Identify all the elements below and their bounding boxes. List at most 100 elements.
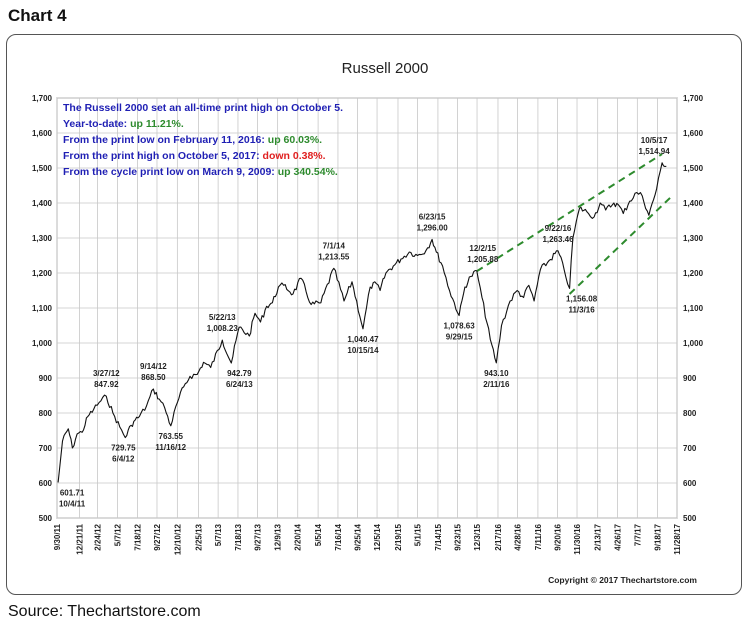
annotation-value: 1,008.23 (207, 324, 239, 333)
x-tick-label: 7/18/12 (133, 523, 142, 550)
y-tick-label-left: 1,100 (32, 304, 53, 313)
x-tick-label: 7/16/14 (334, 523, 343, 550)
x-tick-label: 11/28/17 (673, 523, 682, 554)
annotation-value: 1,156.08 (566, 294, 598, 303)
x-tick-label: 5/1/15 (414, 523, 423, 546)
x-tick-label: 2/17/16 (494, 523, 503, 550)
note-text: Year-to-date: (63, 118, 130, 130)
price-series (57, 162, 667, 483)
annotation-value: 763.55 (159, 432, 184, 441)
y-tick-label-left: 800 (39, 409, 53, 418)
annotation-value: 1,296.00 (417, 223, 449, 232)
russell-2000-line (57, 162, 667, 483)
note-highlight: up 11.21%. (130, 118, 184, 130)
note-text: From the print low on February 11, 2016: (63, 134, 268, 146)
y-tick-label-right: 1,600 (683, 129, 704, 138)
annotation-value: 1,263.46 (542, 235, 574, 244)
y-tick-label-right: 1,500 (683, 164, 704, 173)
annotation-date: 10/15/14 (347, 346, 379, 355)
x-tick-label: 4/26/17 (614, 523, 623, 550)
y-tick-label-left: 1,700 (32, 94, 53, 103)
y-tick-label-left: 600 (39, 479, 53, 488)
x-tick-label: 12/21/11 (76, 523, 85, 554)
annotation-date: 9/22/16 (545, 224, 572, 233)
annotation-value: 1,205.88 (467, 255, 499, 264)
annotation-value: 943.10 (484, 369, 509, 378)
x-tick-label: 5/7/13 (214, 523, 223, 546)
x-tick-label: 9/23/15 (453, 523, 462, 550)
note-text: The Russell 2000 set an all-time print h… (63, 102, 343, 114)
x-tick-label: 9/30/11 (53, 523, 62, 550)
x-tick-label: 2/25/13 (195, 523, 204, 550)
y-tick-label-left: 500 (39, 514, 53, 523)
y-tick-label-right: 700 (683, 444, 697, 453)
point-annotations: 601.71 10/4/11 3/27/12 847.92 729.75 6/4/12 9/… (59, 136, 670, 509)
x-tick-label: 5/7/12 (114, 523, 123, 546)
note-line: From the print low on February 11, 2016:… (63, 134, 322, 146)
page-heading: Chart 4 (8, 6, 67, 25)
note-text: From the print high on October 5, 2017: (63, 150, 263, 162)
trend-channel (476, 153, 673, 295)
note-highlight: down 0.38%. (263, 150, 326, 162)
annotation-date: 7/1/14 (323, 241, 346, 250)
y-tick-label-right: 1,700 (683, 94, 704, 103)
x-tick-label: 12/10/12 (173, 523, 182, 555)
y-tick-label-left: 1,400 (32, 199, 53, 208)
x-tick-label: 7/11/16 (534, 523, 543, 550)
trend-channel-line (476, 153, 663, 273)
y-tick-label-right: 1,300 (683, 234, 704, 243)
x-tick-label: 9/18/17 (653, 523, 662, 550)
y-tick-label-right: 900 (683, 374, 697, 383)
annotation-date: 3/27/12 (93, 369, 120, 378)
x-tick-label: 4/28/16 (514, 523, 523, 550)
annotation-date: 2/11/16 (483, 380, 510, 389)
annotation-date: 6/23/15 (419, 212, 446, 221)
annotation-value: 729.75 (111, 444, 136, 453)
annotation-date: 6/24/13 (226, 380, 253, 389)
note-line: Year-to-date: up 11.21%. (63, 118, 184, 130)
x-tick-label: 2/19/15 (394, 523, 403, 550)
annotation-date: 12/2/15 (469, 244, 496, 253)
note-text: From the cycle print low on March 9, 200… (63, 166, 278, 178)
y-tick-label-right: 800 (683, 409, 697, 418)
y-tick-label-left: 700 (39, 444, 53, 453)
note-line: The Russell 2000 set an all-time print h… (63, 102, 343, 114)
x-tick-label: 2/20/14 (294, 523, 303, 550)
source-caption: Source: Thechartstore.com (8, 603, 201, 620)
y-tick-label-left: 1,000 (32, 339, 53, 348)
x-tick-label: 12/9/13 (274, 523, 283, 550)
x-tick-label: 12/5/14 (373, 523, 382, 550)
y-tick-label-left: 1,500 (32, 164, 53, 173)
x-tick-label: 12/3/15 (473, 523, 482, 550)
copyright-text: Copyright © 2017 Thechartstore.com (548, 575, 697, 585)
y-tick-label-right: 1,400 (683, 199, 704, 208)
annotation-date: 10/4/11 (59, 499, 86, 508)
commentary-notes: The Russell 2000 set an all-time print h… (63, 102, 343, 178)
x-tick-label: 9/25/14 (353, 523, 362, 550)
annotation-date: 11/16/12 (155, 443, 186, 452)
y-tick-label-left: 1,200 (32, 269, 53, 278)
annotation-value: 942.79 (227, 369, 252, 378)
annotation-value: 1,213.55 (318, 252, 350, 261)
x-tick-label: 7/18/13 (234, 523, 243, 550)
annotation-date: 10/5/17 (641, 136, 668, 145)
x-tick-label: 9/27/12 (153, 523, 162, 550)
x-tick-label: 7/7/17 (633, 523, 642, 546)
x-tick-label: 9/27/13 (254, 523, 263, 550)
x-tick-label: 7/14/15 (434, 523, 443, 550)
annotation-value: 1,514.94 (639, 147, 671, 156)
y-tick-label-right: 500 (683, 514, 697, 523)
x-tick-label: 9/20/16 (553, 523, 562, 550)
y-tick-label-right: 1,100 (683, 304, 704, 313)
x-tick-label: 2/13/17 (594, 523, 603, 550)
x-tick-label: 2/24/12 (93, 523, 102, 550)
note-line: From the cycle print low on March 9, 200… (63, 166, 338, 178)
annotation-date: 11/3/16 (568, 305, 595, 314)
note-line: From the print high on October 5, 2017: … (63, 150, 326, 162)
annotation-value: 847.92 (94, 380, 119, 389)
x-tick-label: 5/5/14 (314, 523, 323, 546)
y-tick-label-left: 1,600 (32, 129, 53, 138)
y-tick-label-right: 1,000 (683, 339, 704, 348)
y-axis-ticks: 500 500 600 600 700 700 800 800 900 900 1,000 1,000… (32, 94, 704, 523)
